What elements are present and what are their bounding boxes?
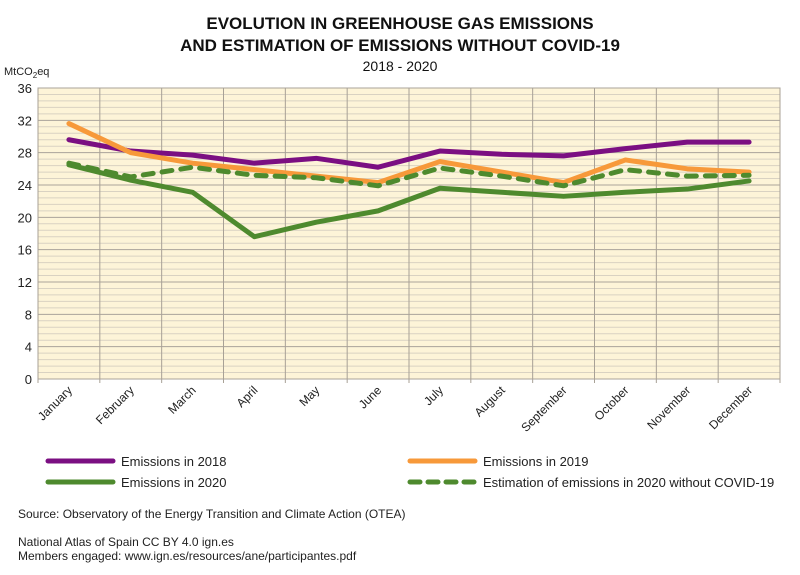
atlas-text: National Atlas of Spain CC BY 4.0 ign.es [18,535,234,549]
y-tick-label: 16 [18,243,32,258]
members-text: Members engaged: www.ign.es/resources/an… [18,549,357,563]
y-tick-label: 24 [18,178,32,193]
legend-label: Emissions in 2020 [121,475,227,490]
x-tick-label: May [296,383,322,409]
y-tick-label: 36 [18,81,32,96]
series-line [66,162,752,240]
y-tick-label: 32 [18,113,32,128]
legend-label: Emissions in 2019 [483,454,589,469]
y-tick-label: 8 [25,307,32,322]
legend-label: Emissions in 2018 [121,454,227,469]
y-tick-label: 20 [18,210,32,225]
y-tick-label: 28 [18,146,32,161]
x-tick-label: November [644,383,693,432]
chart-title-line2: AND ESTIMATION OF EMISSIONS WITHOUT COVI… [180,36,620,55]
x-tick-label: February [93,383,137,427]
x-tick-label: October [591,383,631,423]
series-line [66,137,752,170]
y-axis-label: MtCO2eq [4,66,50,81]
x-tick-label: June [356,383,385,412]
x-tick-label: April [234,383,261,410]
series-line [66,160,752,189]
y-tick-label: 12 [18,275,32,290]
y-tick-label: 0 [25,372,32,387]
x-tick-label: September [518,383,569,434]
x-tick-label: March [165,383,198,416]
x-tick-label: August [472,383,509,420]
y-tick-label: 4 [25,340,32,355]
x-tick-label: July [421,383,446,408]
x-tick-label: January [35,383,75,423]
x-tick-label: December [706,383,755,432]
source-text: Source: Observatory of the Energy Transi… [18,507,406,521]
series-line [66,121,752,186]
chart-title-line1: EVOLUTION IN GREENHOUSE GAS EMISSIONS [206,14,594,33]
chart-subtitle: 2018 - 2020 [362,58,438,74]
legend-label: Estimation of emissions in 2020 without … [483,475,774,490]
